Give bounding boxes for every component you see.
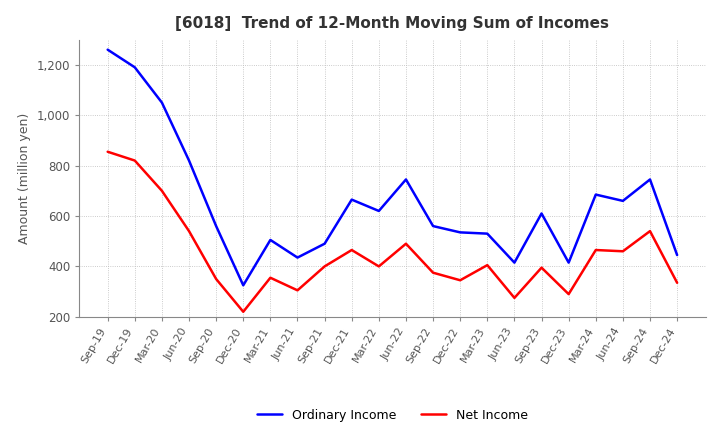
Net Income — [185, 228, 194, 234]
Ordinary Income — [618, 198, 627, 204]
Net Income — [158, 188, 166, 194]
Ordinary Income — [158, 100, 166, 105]
Net Income — [483, 263, 492, 268]
Net Income — [428, 270, 437, 275]
Net Income — [104, 149, 112, 154]
Ordinary Income — [564, 260, 573, 265]
Ordinary Income — [402, 177, 410, 182]
Ordinary Income — [212, 224, 220, 229]
Net Income — [591, 247, 600, 253]
Legend: Ordinary Income, Net Income: Ordinary Income, Net Income — [252, 404, 533, 427]
Net Income — [266, 275, 275, 280]
Net Income — [510, 295, 518, 301]
Net Income — [374, 264, 383, 269]
Ordinary Income — [239, 282, 248, 288]
Ordinary Income — [591, 192, 600, 197]
Ordinary Income — [293, 255, 302, 260]
Net Income — [672, 280, 681, 286]
Net Income — [564, 291, 573, 297]
Ordinary Income — [374, 208, 383, 213]
Net Income — [402, 241, 410, 246]
Ordinary Income — [537, 211, 546, 216]
Net Income — [293, 288, 302, 293]
Net Income — [320, 264, 329, 269]
Ordinary Income — [510, 260, 518, 265]
Net Income — [646, 228, 654, 234]
Ordinary Income — [266, 237, 275, 242]
Net Income — [348, 247, 356, 253]
Net Income — [130, 158, 139, 163]
Net Income — [618, 249, 627, 254]
Ordinary Income — [320, 241, 329, 246]
Net Income — [456, 278, 464, 283]
Ordinary Income — [104, 47, 112, 52]
Line: Net Income: Net Income — [108, 152, 677, 312]
Ordinary Income — [483, 231, 492, 236]
Ordinary Income — [130, 65, 139, 70]
Net Income — [239, 309, 248, 315]
Ordinary Income — [646, 177, 654, 182]
Ordinary Income — [185, 158, 194, 163]
Y-axis label: Amount (million yen): Amount (million yen) — [18, 113, 31, 244]
Net Income — [212, 276, 220, 282]
Line: Ordinary Income: Ordinary Income — [108, 50, 677, 285]
Title: [6018]  Trend of 12-Month Moving Sum of Incomes: [6018] Trend of 12-Month Moving Sum of I… — [176, 16, 609, 32]
Ordinary Income — [348, 197, 356, 202]
Ordinary Income — [428, 224, 437, 229]
Ordinary Income — [672, 253, 681, 258]
Ordinary Income — [456, 230, 464, 235]
Net Income — [537, 265, 546, 270]
